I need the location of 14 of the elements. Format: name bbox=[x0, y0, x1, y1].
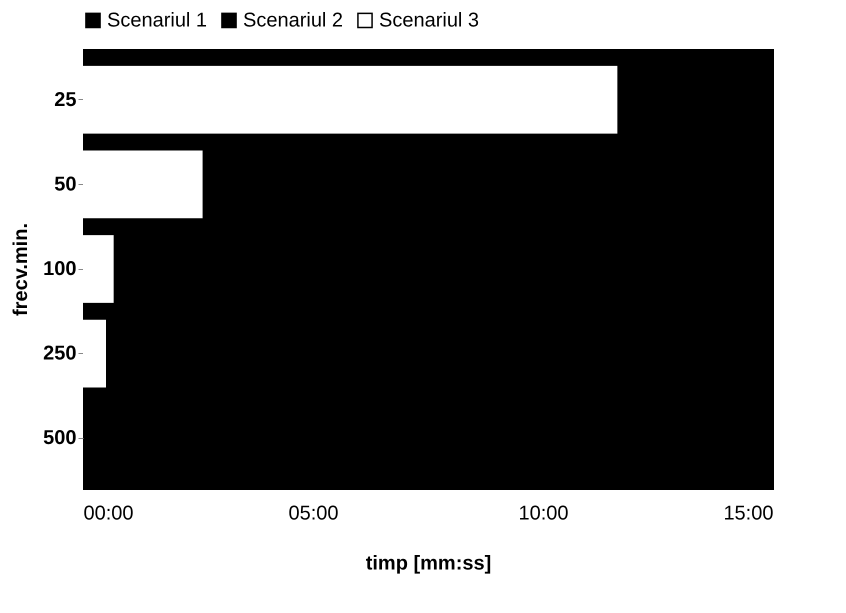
y-tick-label: 500 bbox=[43, 427, 76, 450]
y-tick-label: 250 bbox=[43, 342, 76, 365]
legend-label: Scenariul 1 bbox=[107, 9, 208, 32]
x-tick-label: 05:00 bbox=[288, 502, 339, 524]
legend-label: Scenariul 3 bbox=[379, 9, 480, 32]
legend-label: Scenariul 2 bbox=[243, 9, 344, 32]
y-tick-label: 50 bbox=[54, 173, 76, 196]
x-axis-title: timp [mm:ss] bbox=[366, 552, 492, 574]
x-tick-label: 10:00 bbox=[518, 502, 569, 524]
x-tick-label: 00:00 bbox=[84, 502, 134, 524]
y-tick-label: 100 bbox=[43, 258, 76, 280]
y-tick-label: 25 bbox=[54, 88, 76, 111]
y-axis-title: frecv.min. bbox=[10, 223, 32, 316]
x-tick-label: 15:00 bbox=[723, 502, 774, 524]
